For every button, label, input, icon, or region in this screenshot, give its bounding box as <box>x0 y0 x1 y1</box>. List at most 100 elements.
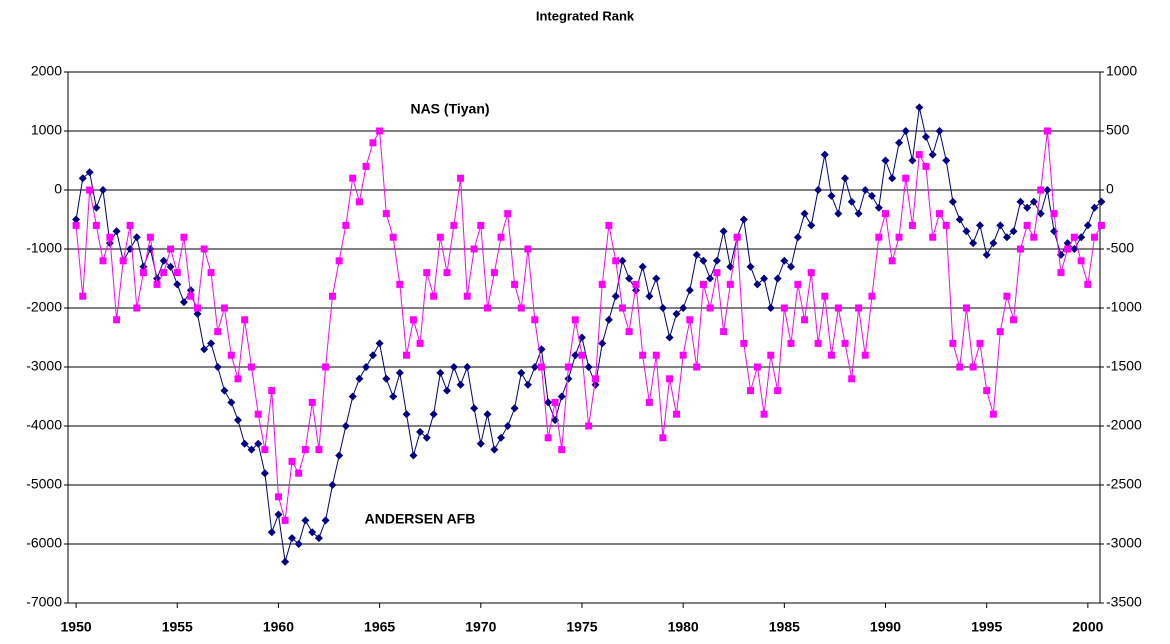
marker <box>591 380 600 389</box>
marker <box>180 233 188 241</box>
marker <box>456 380 465 389</box>
marker <box>1097 221 1105 229</box>
y-tick-label: -4000 <box>26 417 62 433</box>
marker <box>1057 269 1065 277</box>
marker <box>483 304 491 312</box>
marker <box>881 156 890 165</box>
marker <box>666 375 674 383</box>
marker <box>1077 257 1085 265</box>
y-tick-label: -3000 <box>26 358 62 374</box>
marker <box>901 127 910 135</box>
marker <box>322 363 330 371</box>
marker <box>827 351 835 359</box>
marker <box>834 209 843 218</box>
marker <box>699 280 707 288</box>
marker <box>969 239 978 248</box>
marker <box>659 434 667 442</box>
series-line <box>75 107 1102 562</box>
marker <box>511 280 519 288</box>
marker <box>739 215 748 224</box>
marker <box>240 439 249 448</box>
marker <box>429 410 438 419</box>
marker <box>470 404 479 413</box>
marker <box>774 387 782 395</box>
y-tick-label: -6000 <box>26 535 62 551</box>
marker <box>989 410 997 418</box>
x-tick-label: 1985 <box>769 619 800 635</box>
marker <box>632 286 641 295</box>
x-tick-label: 1965 <box>364 619 395 635</box>
marker <box>577 333 586 342</box>
marker <box>119 257 127 265</box>
marker <box>665 333 674 342</box>
marker <box>112 227 121 236</box>
marker <box>592 375 600 383</box>
marker <box>538 363 546 371</box>
marker <box>159 256 168 265</box>
marker <box>713 269 721 277</box>
marker <box>382 210 390 218</box>
x-tick-label: 1960 <box>263 619 294 635</box>
marker <box>139 269 147 277</box>
marker <box>948 197 957 206</box>
marker <box>733 233 741 241</box>
marker <box>503 422 512 430</box>
marker <box>477 221 485 229</box>
marker <box>220 386 229 395</box>
x-tick-label: 1950 <box>61 619 92 635</box>
marker <box>531 316 539 324</box>
marker <box>767 351 775 359</box>
marker <box>793 233 802 242</box>
marker <box>639 351 647 359</box>
marker <box>922 162 930 170</box>
marker <box>173 280 182 289</box>
x-tick-label: 1955 <box>162 619 193 635</box>
marker <box>132 233 141 242</box>
marker <box>996 328 1004 336</box>
marker <box>79 292 87 300</box>
marker <box>955 215 964 224</box>
marker <box>274 510 283 519</box>
marker <box>962 227 971 236</box>
marker <box>328 292 336 300</box>
marker <box>753 280 762 289</box>
marker <box>888 257 896 265</box>
marker <box>801 316 809 324</box>
y2-tick-label: 1000 <box>1106 63 1137 79</box>
marker <box>976 339 984 347</box>
marker <box>227 398 236 407</box>
marker <box>760 274 769 283</box>
marker <box>301 516 310 525</box>
marker <box>315 446 323 454</box>
marker <box>936 210 944 218</box>
marker <box>712 256 721 265</box>
marker <box>78 174 87 183</box>
marker <box>706 274 715 283</box>
marker <box>652 351 660 359</box>
marker <box>746 262 755 271</box>
marker <box>921 132 930 141</box>
marker <box>186 286 195 295</box>
marker <box>760 410 768 418</box>
marker <box>848 375 856 383</box>
y2-tick-label: 500 <box>1106 122 1130 138</box>
marker <box>611 292 620 301</box>
marker <box>598 280 606 288</box>
marker <box>1003 292 1011 300</box>
marker <box>976 221 985 230</box>
marker <box>436 368 445 377</box>
marker <box>807 221 816 230</box>
marker <box>523 380 532 389</box>
marker <box>416 339 424 347</box>
marker <box>1029 197 1038 206</box>
marker <box>200 245 208 253</box>
marker <box>928 150 937 159</box>
y2-tick-label: -1500 <box>1106 358 1142 374</box>
marker <box>585 422 593 430</box>
marker <box>1036 209 1045 218</box>
marker <box>207 339 216 348</box>
marker <box>679 351 687 359</box>
marker <box>618 256 627 265</box>
marker <box>780 256 789 265</box>
